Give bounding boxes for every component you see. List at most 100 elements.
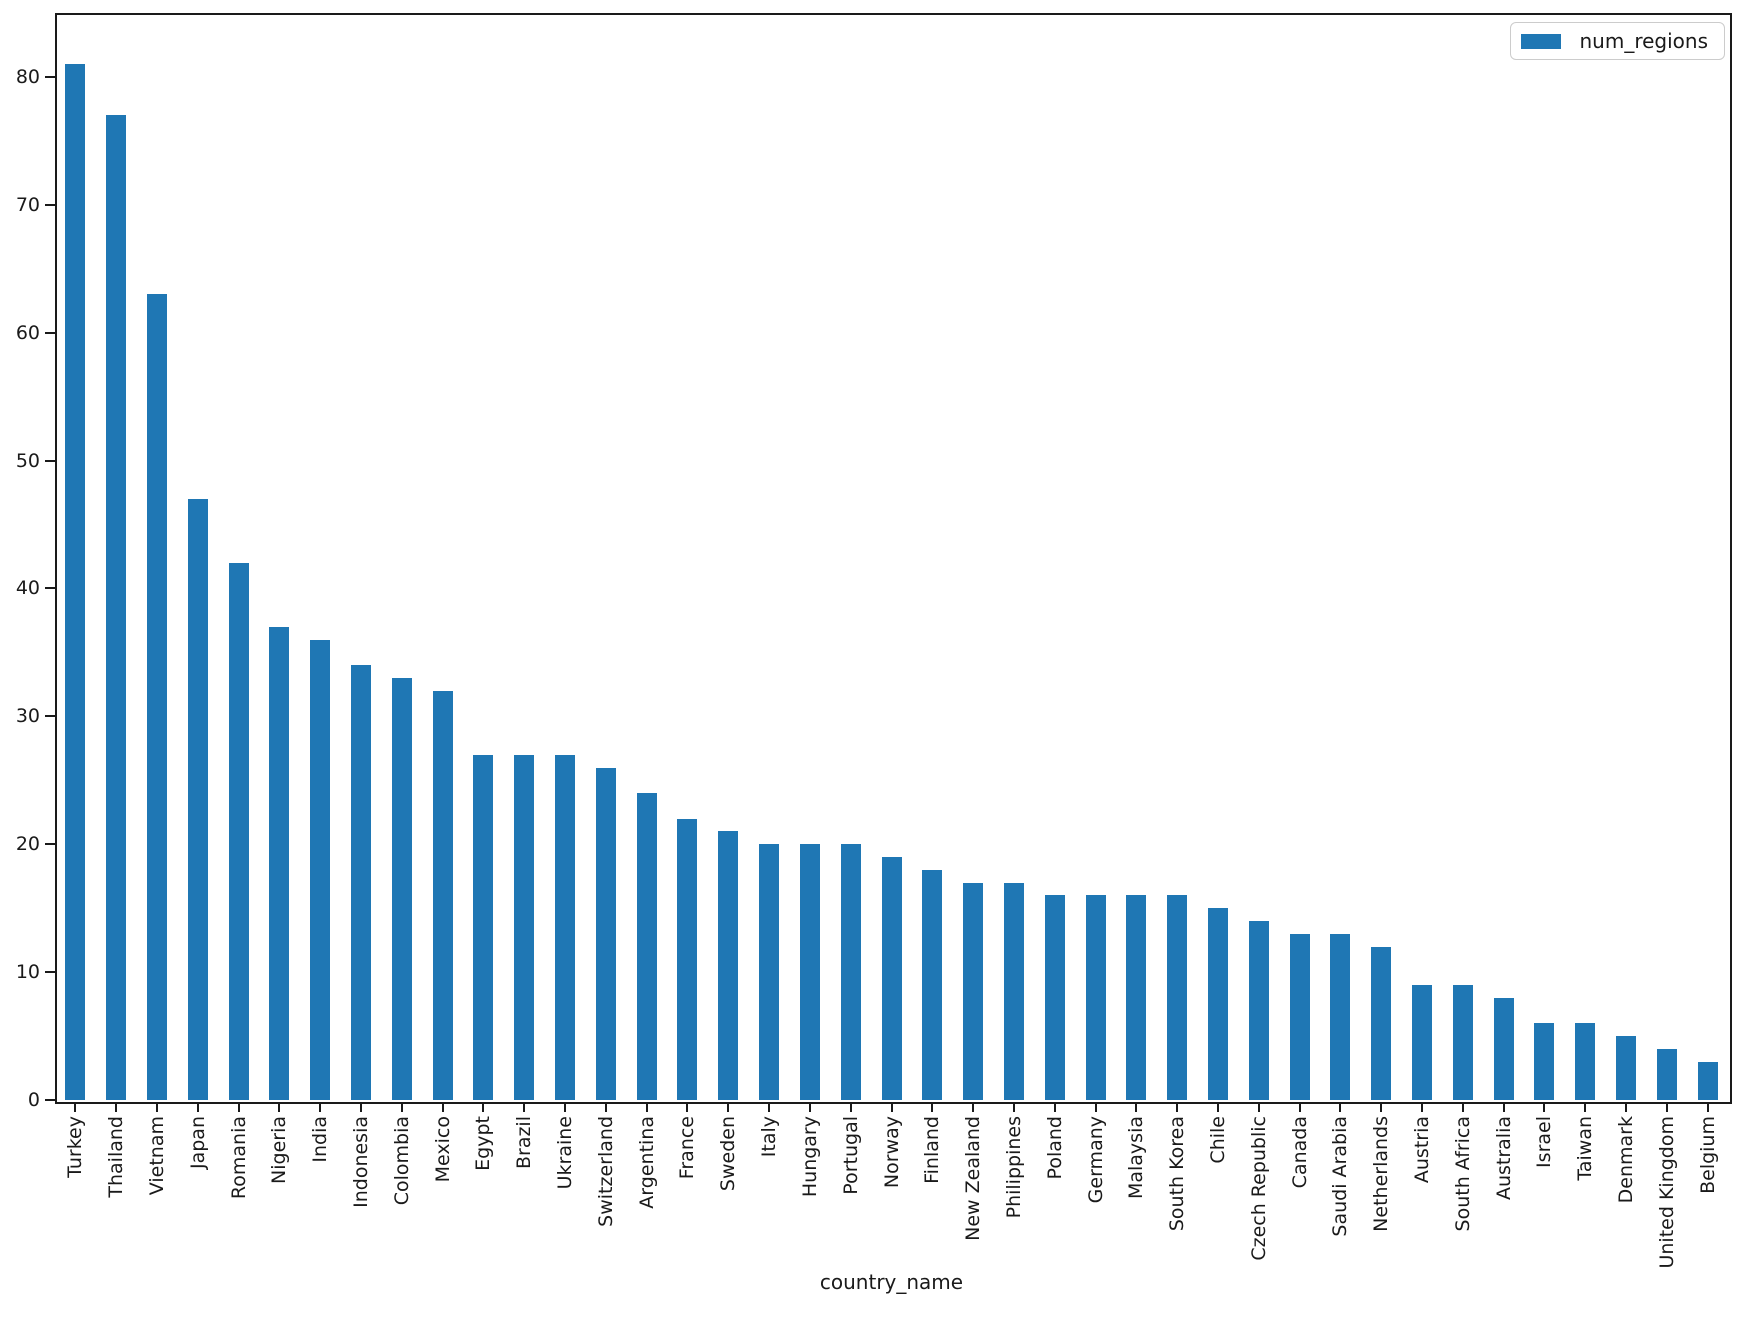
x-tick-mark <box>196 1102 199 1112</box>
x-tick-mark <box>156 1102 158 1112</box>
x-tick-label: Portugal <box>839 1116 862 1195</box>
x-tick-mark <box>1176 1102 1179 1112</box>
bar-egypt <box>473 754 494 1100</box>
bar-colombia <box>391 677 412 1100</box>
bar-netherlands <box>1371 946 1392 1100</box>
x-tick-mark <box>604 1102 607 1112</box>
x-tick-mark <box>1053 1102 1056 1112</box>
x-tick-label: Turkey <box>64 1116 87 1178</box>
x-tick-label: Japan <box>186 1116 209 1169</box>
x-tick-label: Malaysia <box>1125 1116 1148 1200</box>
x-tick-label: Chile <box>1206 1116 1229 1164</box>
x-tick-mark <box>1339 1102 1342 1112</box>
y-tick-label: 40 <box>15 577 40 600</box>
x-tick-mark <box>1094 1102 1097 1112</box>
bar-nigeria <box>269 626 290 1100</box>
bar-israel <box>1534 1023 1555 1100</box>
x-tick-label: Italy <box>758 1116 781 1158</box>
x-tick-label: Canada <box>1288 1116 1311 1189</box>
y-tick-mark <box>45 843 55 846</box>
x-tick-mark <box>278 1102 281 1112</box>
bar-romania <box>228 562 249 1100</box>
bar-switzerland <box>595 767 616 1100</box>
x-tick-label: Nigeria <box>268 1116 291 1184</box>
y-tick-label: 0 <box>27 1089 40 1111</box>
x-tick-label: Egypt <box>472 1116 495 1171</box>
bar-vietnam <box>147 294 167 1100</box>
x-tick-label: Hungary <box>798 1116 821 1198</box>
y-tick-mark <box>45 1099 55 1101</box>
y-tick-label: 50 <box>15 449 40 472</box>
x-tick-mark <box>523 1102 526 1112</box>
bar-south-korea <box>1167 895 1188 1100</box>
x-tick-mark <box>237 1102 240 1112</box>
x-tick-mark <box>441 1102 444 1112</box>
y-tick-label: 30 <box>15 705 40 728</box>
x-tick-label: Australia <box>1492 1116 1515 1201</box>
x-tick-mark <box>1584 1102 1587 1112</box>
y-tick-label: 20 <box>15 833 40 856</box>
x-tick-mark <box>1665 1102 1668 1112</box>
x-tick-mark <box>319 1102 322 1112</box>
bar-argentina <box>636 793 657 1100</box>
x-tick-mark <box>768 1102 771 1112</box>
bar-sweden <box>718 831 739 1100</box>
x-tick-label: Taiwan <box>1574 1116 1597 1181</box>
bar-indonesia <box>351 665 372 1100</box>
x-tick-label: Switzerland <box>594 1116 617 1227</box>
bar-mexico <box>432 690 453 1100</box>
bar-chile <box>1207 908 1228 1100</box>
y-tick-label: 60 <box>15 321 40 344</box>
x-tick-mark <box>1380 1102 1383 1112</box>
x-tick-label: Austria <box>1410 1116 1433 1184</box>
bar-canada <box>1289 933 1310 1100</box>
x-tick-label: United Kingdom <box>1655 1116 1678 1269</box>
x-tick-mark <box>972 1102 975 1112</box>
bar-south-africa <box>1452 984 1473 1100</box>
bar-brazil <box>514 754 535 1100</box>
legend-swatch-icon <box>1521 33 1562 49</box>
x-tick-mark <box>1543 1102 1546 1112</box>
x-tick-mark <box>1420 1102 1423 1112</box>
bar-czech-republic <box>1248 920 1269 1100</box>
x-tick-label: Poland <box>1043 1116 1066 1180</box>
bar-india <box>310 639 331 1100</box>
x-tick-label: India <box>309 1116 332 1163</box>
x-tick-mark <box>1135 1102 1138 1112</box>
bar-ukraine <box>555 754 576 1100</box>
x-tick-label: Czech Republic <box>1247 1116 1270 1261</box>
x-tick-mark <box>1502 1102 1505 1112</box>
y-tick-mark <box>45 331 55 334</box>
bar-turkey <box>65 64 86 1100</box>
x-tick-label: South Africa <box>1451 1116 1474 1232</box>
x-tick-label: Germany <box>1084 1116 1107 1204</box>
bar-united-kingdom <box>1656 1048 1677 1100</box>
x-tick-mark <box>564 1102 567 1112</box>
legend-series-label: num_regions <box>1579 29 1708 53</box>
x-tick-mark <box>1216 1102 1219 1112</box>
y-tick-mark <box>45 75 55 78</box>
y-tick-label: 80 <box>15 65 40 88</box>
bar-japan <box>187 498 208 1100</box>
y-tick-mark <box>45 203 55 206</box>
x-tick-label: Colombia <box>390 1116 413 1206</box>
x-tick-label: Brazil <box>513 1116 536 1170</box>
x-tick-mark <box>1624 1102 1627 1112</box>
bar-austria <box>1411 984 1432 1100</box>
x-tick-label: Belgium <box>1696 1116 1719 1194</box>
y-tick-mark <box>45 587 55 590</box>
x-tick-label: Norway <box>880 1116 903 1189</box>
bar-norway <box>881 857 902 1100</box>
x-axis-title: country_name <box>819 1270 964 1294</box>
legend: num_regions <box>1510 22 1725 60</box>
bar-finland <box>922 869 943 1100</box>
x-tick-mark <box>808 1102 811 1112</box>
bar-thailand <box>106 115 127 1100</box>
x-tick-label: Saudi Arabia <box>1329 1116 1352 1237</box>
x-tick-mark <box>890 1102 893 1112</box>
bar-malaysia <box>1126 895 1147 1100</box>
bar-portugal <box>840 844 861 1100</box>
x-tick-mark <box>931 1102 934 1112</box>
x-tick-mark <box>645 1102 648 1112</box>
bar-philippines <box>1003 882 1024 1100</box>
